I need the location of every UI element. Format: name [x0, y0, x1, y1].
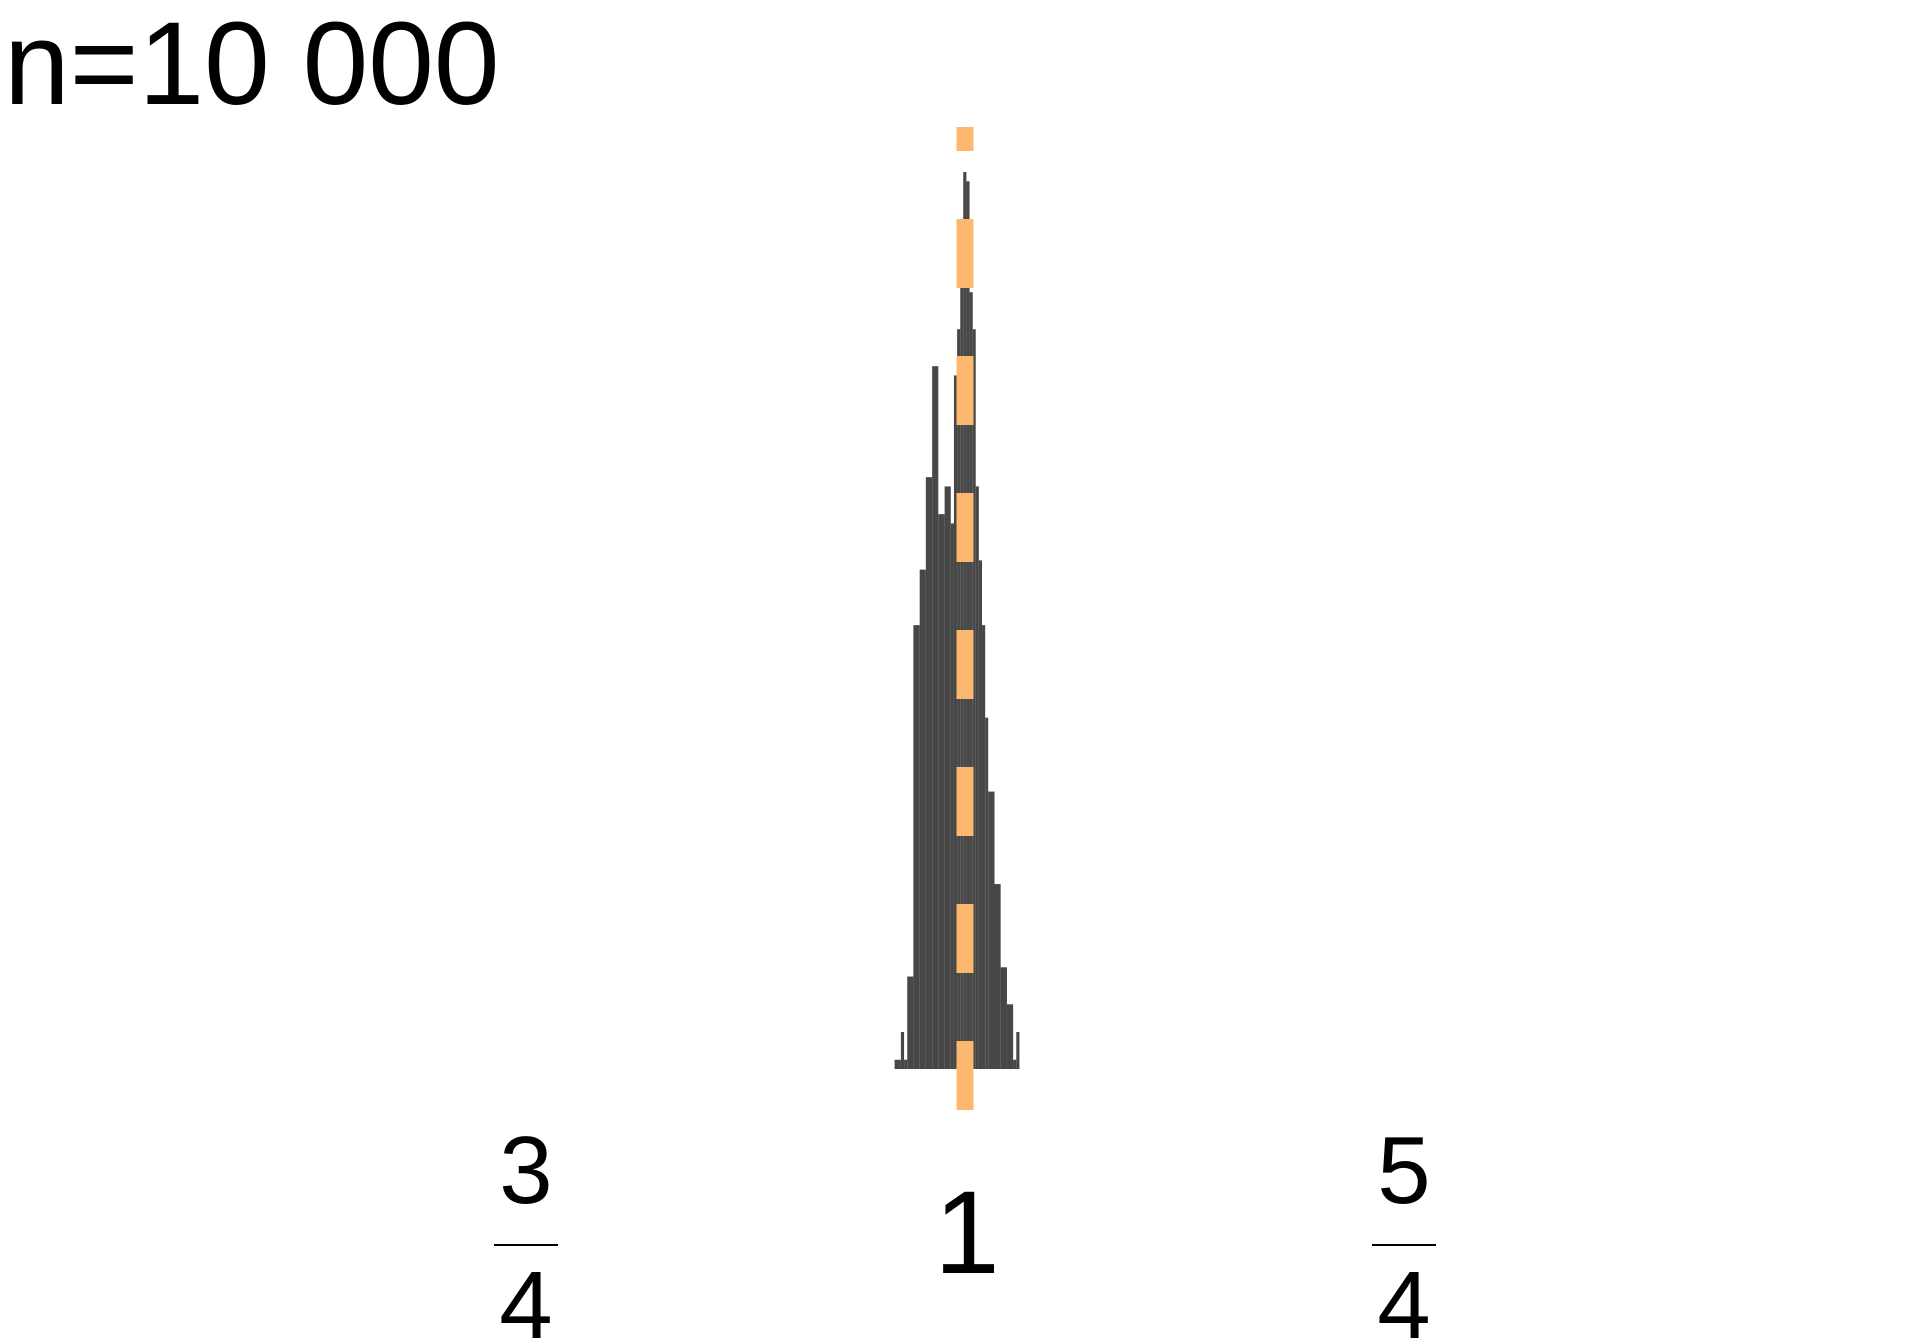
histogram-bar-12: [957, 329, 961, 1070]
x-axis-tick-labels: 341 54: [494, 1117, 1436, 1344]
x-tick-denominator-0: 4: [499, 1252, 552, 1344]
histogram-bar-3: [907, 976, 914, 1069]
histogram-bar-7: [932, 366, 939, 1069]
histogram-bar-4: [913, 625, 920, 1069]
histogram-bar-11: [953, 375, 958, 1069]
x-tick-fraction-0: 34: [494, 1117, 558, 1344]
histogram-bar-8: [938, 514, 945, 1069]
histogram-bar-20: [982, 625, 986, 1069]
histogram-bar-24: [1000, 967, 1007, 1069]
x-tick-numerator-0: 3: [499, 1117, 552, 1224]
histogram-bar-14: [963, 172, 967, 1069]
histogram-bar-22: [988, 791, 995, 1069]
histogram-bar-9: [944, 486, 951, 1069]
histogram-bar-26: [1013, 1059, 1017, 1069]
x-tick-label-1: 1: [934, 1167, 1000, 1299]
histogram-bar-2: [904, 1059, 908, 1069]
histogram-bar-27: [1016, 1032, 1020, 1069]
histogram-bar-1: [900, 1032, 905, 1069]
x-tick-denominator-2: 4: [1377, 1252, 1430, 1344]
histogram-bar-25: [1006, 1004, 1014, 1069]
histogram-bar-17: [972, 329, 976, 1070]
x-tick-numerator-2: 5: [1377, 1117, 1430, 1224]
x-tick-fraction-2: 54: [1372, 1117, 1436, 1344]
histogram-bar-10: [950, 523, 954, 1069]
histogram-bar-19: [978, 560, 983, 1069]
histogram-bar-15: [966, 181, 970, 1069]
chart-title: n=10 000: [4, 0, 499, 130]
histogram-bar-18: [975, 486, 979, 1069]
histogram-bar-5: [919, 569, 926, 1069]
histogram-bar-0: [894, 1059, 901, 1069]
histogram-bar-6: [925, 477, 933, 1069]
histogram-bar-23: [994, 884, 1001, 1069]
histogram-bar-21: [985, 717, 989, 1069]
